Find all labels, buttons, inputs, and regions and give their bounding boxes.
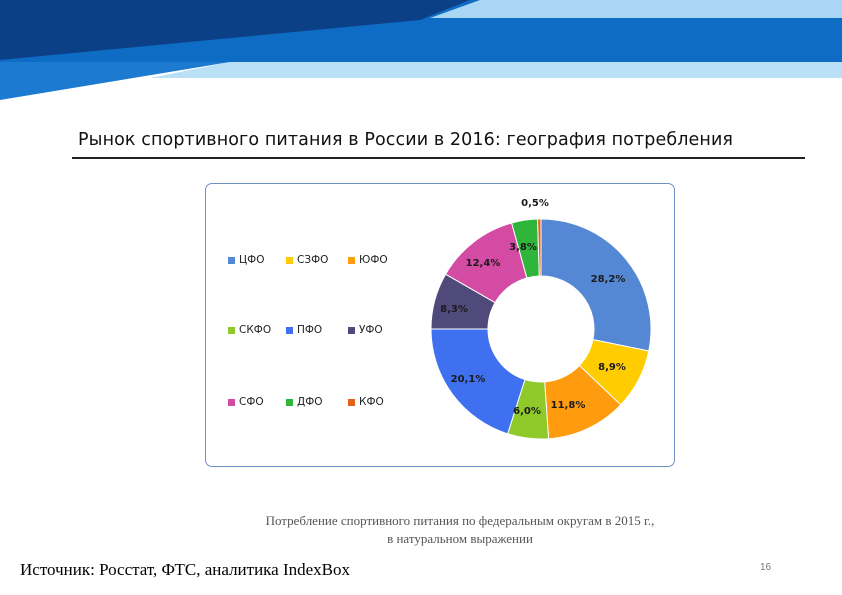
data-label: 28,2% — [591, 274, 626, 285]
legend-item: ДФО — [286, 396, 323, 408]
data-label: 8,9% — [598, 362, 626, 373]
legend-swatch — [348, 398, 355, 406]
header-banner — [0, 0, 842, 110]
data-label: 11,8% — [551, 400, 586, 411]
legend-item: ЦФО — [228, 254, 264, 266]
legend-swatch — [286, 256, 293, 264]
legend-item: ЮФО — [348, 254, 388, 266]
legend-swatch — [228, 398, 235, 406]
legend-item: КФО — [348, 396, 384, 408]
data-label: 3,8% — [509, 242, 537, 253]
data-label: 8,3% — [440, 304, 468, 315]
banner-sky-strip — [150, 62, 842, 78]
slide-title: Рынок спортивного питания в России в 201… — [78, 130, 734, 150]
legend-swatch — [348, 326, 355, 334]
data-label: 12,4% — [466, 258, 501, 269]
data-label: 0,5% — [521, 198, 549, 209]
title-underline — [72, 157, 805, 159]
banner-dark-band — [0, 0, 470, 60]
chart-frame: ЦФО СЗФО ЮФО СКФО ПФО УФО СФО ДФО КФО 28,2% 8,9% 1… — [205, 183, 675, 467]
legend-item: УФО — [348, 324, 383, 336]
legend-label: ЮФО — [359, 254, 388, 266]
caption-line-1: Потребление спортивного питания по федер… — [265, 513, 655, 528]
data-label: 6,0% — [513, 406, 541, 417]
data-label: 20,1% — [451, 374, 486, 385]
chart-caption: Потребление спортивного питания по федер… — [200, 512, 720, 548]
legend-swatch — [228, 326, 235, 334]
donut-chart: 28,2% 8,9% 11,8% 6,0% 20,1% 8,3% 12,4% 3,8% 0,5% — [430, 198, 652, 440]
legend-item: СКФО — [228, 324, 271, 336]
legend-label: СКФО — [239, 324, 272, 336]
legend-item: ПФО — [286, 324, 322, 336]
legend-label: УФО — [359, 324, 383, 336]
page-number: 16 — [760, 562, 772, 573]
donut-slice — [540, 218, 652, 352]
legend-swatch — [286, 326, 293, 334]
legend-label: КФО — [359, 396, 384, 408]
banner-wedge — [0, 62, 230, 100]
legend-label: СЗФО — [297, 254, 329, 266]
caption-line-2: в натуральном выражении — [387, 531, 533, 546]
legend-swatch — [228, 256, 235, 264]
legend-swatch — [348, 256, 355, 264]
source-note: Источник: Росстат, ФТС, аналитика IndexB… — [20, 560, 351, 579]
legend-item: СФО — [228, 396, 264, 408]
legend-item: СЗФО — [286, 254, 328, 266]
legend-label: ДФО — [297, 396, 323, 408]
legend-label: ЦФО — [239, 254, 265, 266]
legend-swatch — [286, 398, 293, 406]
legend-label: СФО — [239, 396, 264, 408]
legend-label: ПФО — [297, 324, 323, 336]
donut-slice — [537, 218, 542, 277]
